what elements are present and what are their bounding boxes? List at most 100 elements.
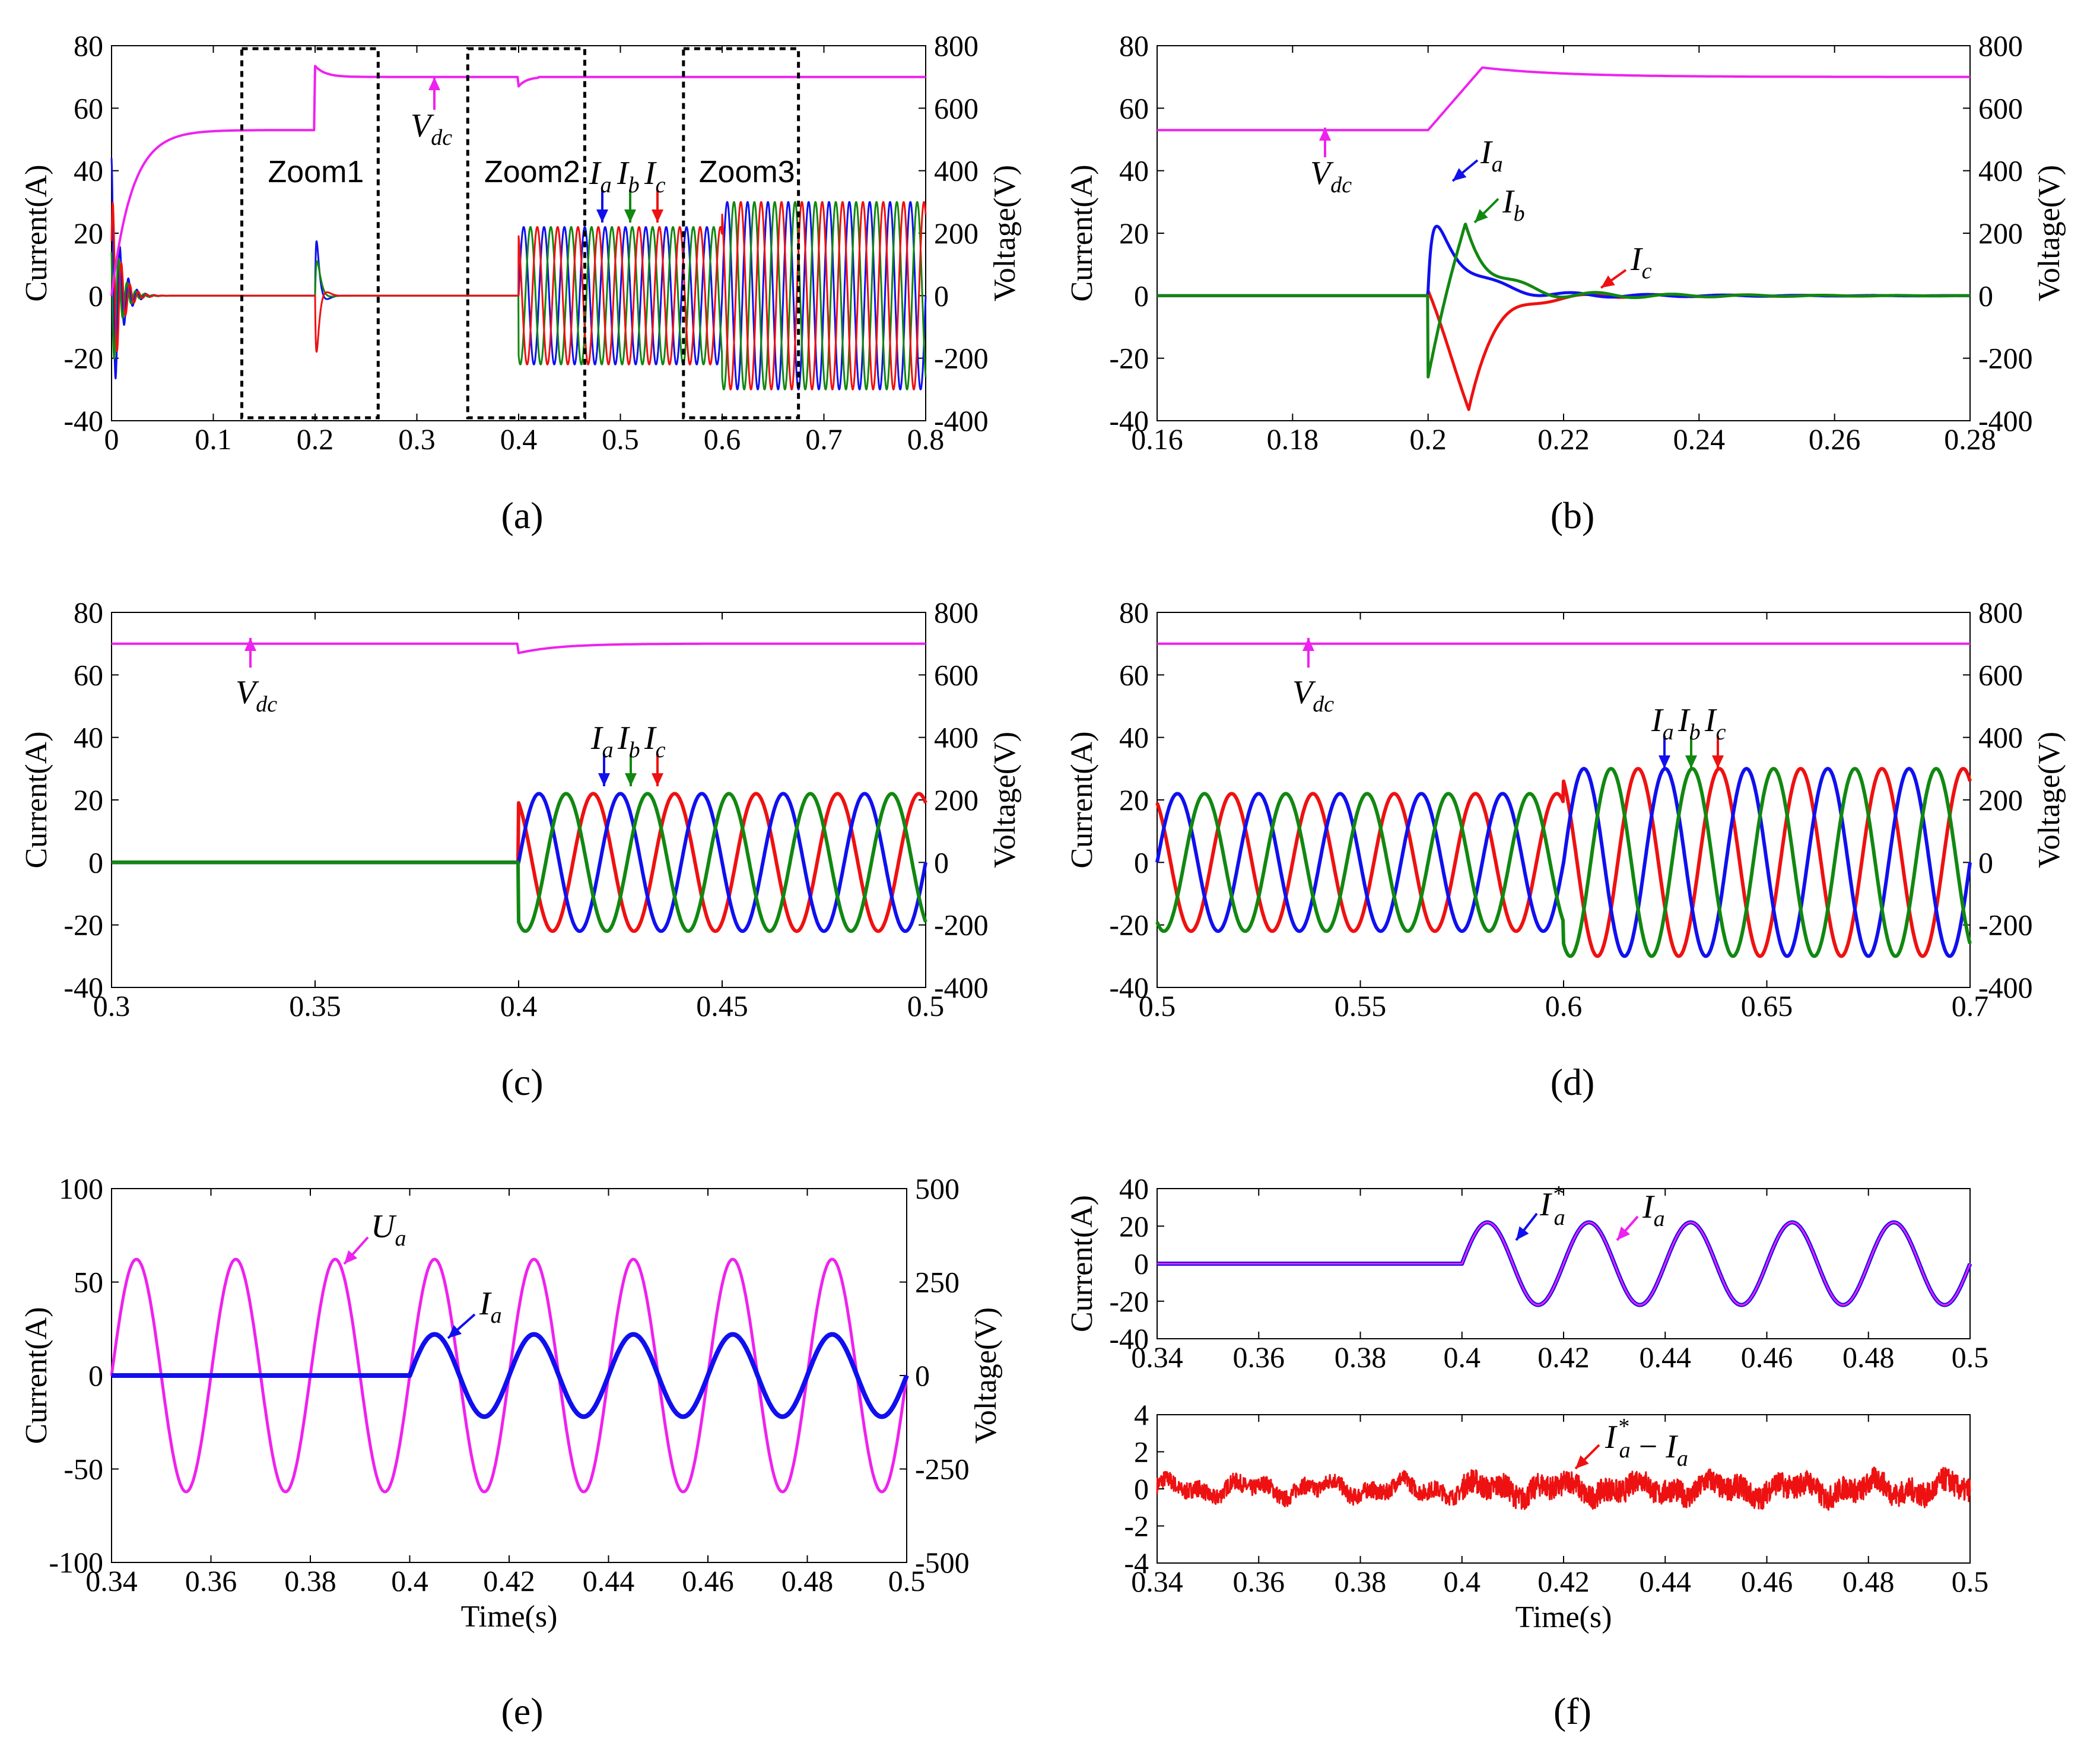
y2-tick-label: 500 xyxy=(915,1172,960,1205)
x-tick-label: 0.36 xyxy=(1233,1341,1285,1374)
ia-arrow xyxy=(1616,1215,1639,1241)
y2-tick-label: 600 xyxy=(934,658,978,691)
phase-arrow xyxy=(1712,736,1724,768)
phase-arrow xyxy=(1659,736,1670,768)
x-tick-label: 0.34 xyxy=(1131,1341,1183,1374)
vdc-arrow xyxy=(428,77,440,110)
x-tick-label: 0.42 xyxy=(483,1564,535,1597)
phase-arrow xyxy=(598,754,610,786)
y-tick-label: 0 xyxy=(88,846,103,879)
x-tick-label: 0.4 xyxy=(500,989,538,1022)
vdc-label: Vdc xyxy=(1292,674,1334,717)
y-tick-label: -20 xyxy=(1109,342,1149,375)
y-tick-label: 20 xyxy=(1119,783,1149,817)
x-tick-label: 0.7 xyxy=(805,423,843,456)
zoom-box xyxy=(240,47,380,420)
y-tick-label: -50 xyxy=(63,1453,103,1486)
zoom-box-label: Zoom3 xyxy=(699,155,795,189)
y-tick-label: 60 xyxy=(1119,91,1149,125)
zoom-box xyxy=(682,47,800,420)
x-tick-label: 0.34 xyxy=(1131,1565,1183,1598)
y-tick-label: -2 xyxy=(1124,1510,1149,1543)
y2-tick-label: -500 xyxy=(915,1546,970,1579)
ua-label: Ua xyxy=(371,1208,406,1251)
x-tick-label: 0.3 xyxy=(398,423,436,456)
x-tick-label: 0.65 xyxy=(1741,989,1793,1022)
y-axis-label: Current(A) xyxy=(20,731,53,868)
y2-axis-label: Voltage(V) xyxy=(2032,732,2066,868)
y2-axis-label: Voltage(V) xyxy=(988,732,1022,868)
x-tick-label: 0.34 xyxy=(85,1564,138,1597)
y2-tick-label: -400 xyxy=(934,971,989,1004)
ib-label: Ib xyxy=(1502,183,1525,226)
x-tick-label: 0.36 xyxy=(1233,1565,1285,1598)
phase-arrow xyxy=(624,190,636,223)
y-tick-label: 40 xyxy=(74,154,103,188)
y-tick-label: 4 xyxy=(1134,1398,1149,1431)
y-tick-label: 0 xyxy=(1134,279,1149,312)
panel-a: 0 0.1 0.2 0.3 0.4 0.5 0.6 0.7 0.8-40-20020406080… xyxy=(20,29,1022,456)
phase-arrow xyxy=(652,754,663,786)
y-tick-label: 40 xyxy=(1119,154,1149,188)
x-tick-label: 0 xyxy=(104,423,119,456)
series-vdc xyxy=(112,642,926,655)
y2-tick-label: 0 xyxy=(1978,846,1993,879)
vdc-label: Vdc xyxy=(1310,155,1352,198)
x-tick-label: 0.46 xyxy=(1741,1565,1793,1598)
x-tick-label: 0.48 xyxy=(1842,1341,1895,1374)
panel-f-top: 0.34 0.36 0.38 0.4 0.42 0.44 0.46 0.48 0.5 -40 -20… xyxy=(1065,1172,1988,1374)
y2-tick-label: -400 xyxy=(1978,404,2033,437)
y2-tick-label: 800 xyxy=(1978,596,2023,629)
x-tick-label: 0.35 xyxy=(289,989,341,1022)
y-tick-label: 20 xyxy=(74,217,103,250)
x-tick-label: 0.5 xyxy=(1952,1565,1989,1598)
y-tick-label: -40 xyxy=(63,971,103,1004)
x-tick-label: 0.5 xyxy=(602,423,639,456)
panel-e: 0.34 0.36 0.38 0.4 0.42 0.44 0.46 0.48 0.5 -100 -5… xyxy=(20,1172,1003,1634)
panel-c: 0.3 0.35 0.4 0.45 0.5-40-20020406080-400-200… xyxy=(20,596,1022,1022)
y2-tick-label: -200 xyxy=(1978,909,2033,942)
panel-d: 0.5 0.55 0.6 0.65 0.7-40-20020406080-400-200… xyxy=(1065,596,2066,1022)
phase-label: Ic xyxy=(644,720,666,763)
y-axis-label: Current(A) xyxy=(20,1307,53,1444)
x-tick-label: 0.5 xyxy=(907,989,945,1022)
ia-ref-label: I* a xyxy=(1539,1181,1565,1230)
phase-label: Ib xyxy=(1678,702,1701,745)
x-tick-label: 0.4 xyxy=(391,1564,428,1597)
y2-tick-label: 0 xyxy=(934,846,949,879)
vdc-arrow xyxy=(1319,128,1331,157)
ia-label: Ia xyxy=(479,1285,502,1328)
ib-arrow xyxy=(1473,198,1499,224)
y-tick-label: 100 xyxy=(59,1172,103,1205)
x-tick-label: 0.4 xyxy=(1444,1565,1481,1598)
x-tick-label: 0.3 xyxy=(93,989,131,1022)
x-tick-label: 0.7 xyxy=(1952,989,1989,1022)
y-tick-label: 20 xyxy=(1119,217,1149,250)
phase-label: Ib xyxy=(617,720,640,763)
phase-label: Ic xyxy=(644,155,666,198)
y2-tick-label: 600 xyxy=(1978,658,2023,691)
y-axis-label: Current(A) xyxy=(20,164,53,301)
x-tick-label: 0.36 xyxy=(185,1564,237,1597)
y-axis-label: Current(A) xyxy=(1065,731,1099,868)
y-tick-label: -20 xyxy=(1109,1285,1149,1318)
x-tick-label: 0.38 xyxy=(1335,1565,1387,1598)
y-tick-label: -40 xyxy=(63,404,103,437)
ic-arrow xyxy=(1600,269,1627,289)
y2-tick-label: 800 xyxy=(934,596,978,629)
x-tick-label: 0.5 xyxy=(888,1564,926,1597)
x-tick-label: 0.44 xyxy=(583,1564,635,1597)
phase-label: Ic xyxy=(1704,702,1726,745)
y2-tick-label: 0 xyxy=(934,279,949,312)
x-tick-label: 0.44 xyxy=(1640,1565,1692,1598)
y-tick-label: -40 xyxy=(1109,1322,1149,1355)
panel-label-c: (c) xyxy=(501,1061,543,1103)
y2-tick-label: 200 xyxy=(934,783,978,817)
ua-arrow xyxy=(343,1236,369,1265)
y-tick-label: 40 xyxy=(1119,721,1149,754)
y2-tick-label: 250 xyxy=(915,1266,960,1299)
series-error xyxy=(1156,1466,1971,1511)
x-tick-label: 0.16 xyxy=(1131,423,1183,456)
phase-label: Ia xyxy=(1651,702,1674,745)
panel-label-a: (a) xyxy=(501,494,543,536)
